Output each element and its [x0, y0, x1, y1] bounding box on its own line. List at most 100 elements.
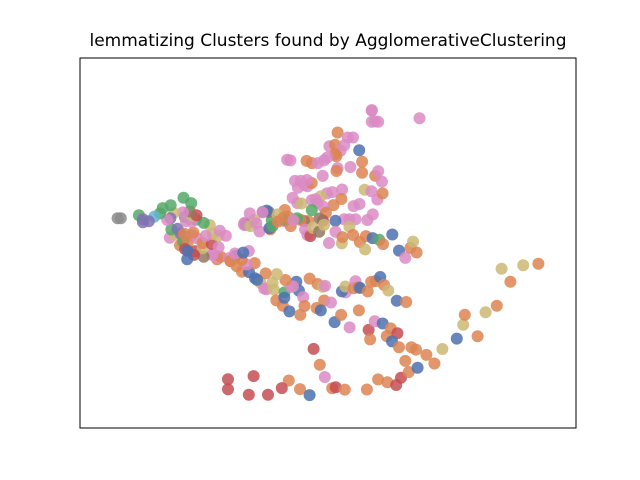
data-point-cluster-6 [319, 279, 332, 292]
data-point-cluster-1 [356, 166, 369, 179]
data-point-cluster-6 [347, 200, 360, 213]
data-point-cluster-1 [372, 373, 385, 386]
data-point-cluster-1 [278, 211, 290, 224]
data-point-cluster-1 [400, 296, 413, 308]
data-point-cluster-8 [479, 306, 492, 319]
data-point-cluster-0 [303, 389, 316, 402]
data-point-cluster-8 [495, 262, 508, 275]
data-point-cluster-6 [305, 194, 318, 207]
data-point-cluster-6 [361, 214, 374, 226]
data-point-cluster-1 [410, 343, 422, 356]
data-point-cluster-6 [344, 161, 357, 173]
data-point-cluster-1 [330, 165, 343, 177]
data-point-cluster-0 [278, 291, 291, 304]
data-point-cluster-6 [287, 214, 300, 227]
data-point-cluster-1 [532, 257, 545, 270]
data-point-cluster-1 [352, 304, 365, 317]
data-point-cluster-1 [393, 341, 405, 354]
data-point-cluster-1 [338, 383, 351, 396]
data-point-cluster-1 [377, 238, 389, 251]
data-point-cluster-6 [336, 183, 349, 196]
data-point-cluster-1 [298, 300, 311, 312]
data-point-cluster-1 [330, 150, 343, 163]
data-point-cluster-1 [458, 308, 471, 321]
data-point-cluster-8 [407, 235, 419, 248]
data-point-cluster-0 [353, 144, 366, 157]
chart-title: lemmatizing Clusters found by Agglomerat… [89, 31, 567, 51]
data-point-cluster-0 [283, 305, 296, 318]
data-point-cluster-1 [294, 308, 307, 321]
points-layer [111, 104, 545, 402]
data-point-cluster-6 [413, 112, 426, 125]
data-point-cluster-0 [386, 228, 399, 241]
data-point-cluster-0 [237, 246, 250, 259]
data-point-cluster-0 [450, 332, 463, 345]
data-point-cluster-1 [331, 126, 344, 139]
data-point-cluster-3 [262, 388, 274, 401]
data-point-cluster-1 [399, 354, 412, 367]
data-point-cluster-8 [295, 197, 308, 210]
data-point-cluster-1 [490, 299, 503, 312]
data-point-cluster-0 [329, 214, 342, 227]
data-point-cluster-6 [324, 296, 337, 309]
data-point-cluster-1 [335, 193, 348, 205]
data-point-cluster-1 [336, 231, 349, 244]
data-point-cluster-6 [372, 115, 385, 128]
data-point-cluster-6 [321, 151, 334, 164]
data-point-cluster-8 [267, 283, 280, 296]
data-point-cluster-6 [365, 104, 378, 117]
data-point-cluster-3 [222, 373, 234, 386]
data-point-cluster-0 [314, 304, 327, 317]
data-point-cluster-3 [242, 388, 255, 401]
data-point-cluster-3 [307, 342, 320, 355]
data-point-cluster-8 [359, 243, 372, 256]
data-point-cluster-6 [343, 321, 356, 334]
data-point-cluster-1 [335, 308, 348, 321]
data-point-cluster-8 [382, 284, 395, 297]
data-point-cluster-1 [259, 267, 272, 280]
data-point-cluster-3 [247, 370, 260, 383]
data-point-cluster-1 [504, 275, 517, 288]
data-point-cluster-6 [323, 237, 335, 249]
data-point-cluster-6 [284, 154, 297, 167]
data-point-cluster-6 [286, 191, 299, 204]
data-point-cluster-0 [251, 273, 264, 286]
data-point-cluster-3 [329, 381, 342, 394]
data-point-cluster-8 [517, 259, 530, 272]
data-point-cluster-6 [372, 165, 385, 178]
data-point-cluster-1 [428, 357, 441, 370]
data-point-cluster-6 [399, 251, 412, 264]
data-point-cluster-1 [471, 330, 484, 343]
data-point-cluster-6 [199, 229, 212, 242]
data-point-cluster-8 [318, 218, 330, 231]
data-point-cluster-7 [114, 212, 127, 225]
data-point-cluster-6 [347, 131, 359, 144]
data-point-cluster-1 [313, 358, 326, 371]
data-point-cluster-0 [411, 361, 424, 374]
data-point-cluster-6 [256, 206, 269, 219]
data-point-cluster-6 [316, 169, 329, 182]
data-point-cluster-3 [222, 383, 234, 396]
data-point-cluster-6 [177, 206, 189, 219]
data-point-cluster-6 [243, 207, 256, 220]
data-point-cluster-1 [356, 155, 369, 168]
data-point-cluster-6 [318, 371, 331, 383]
data-point-cluster-6 [297, 291, 310, 304]
data-point-cluster-1 [187, 226, 200, 239]
data-point-cluster-1 [364, 333, 377, 346]
data-point-cluster-1 [178, 227, 190, 240]
data-point-cluster-6 [300, 174, 313, 186]
data-point-cluster-8 [436, 343, 449, 355]
data-point-cluster-1 [294, 383, 306, 396]
data-point-cluster-0 [181, 253, 194, 266]
data-point-cluster-0 [390, 294, 403, 307]
data-point-cluster-1 [279, 274, 292, 286]
data-point-cluster-1 [361, 285, 374, 298]
data-point-cluster-6 [289, 174, 301, 187]
data-point-cluster-3 [275, 382, 288, 395]
data-point-cluster-1 [282, 374, 295, 387]
data-point-cluster-0 [181, 244, 194, 257]
data-point-cluster-3 [390, 379, 403, 391]
data-point-cluster-1 [376, 187, 389, 200]
